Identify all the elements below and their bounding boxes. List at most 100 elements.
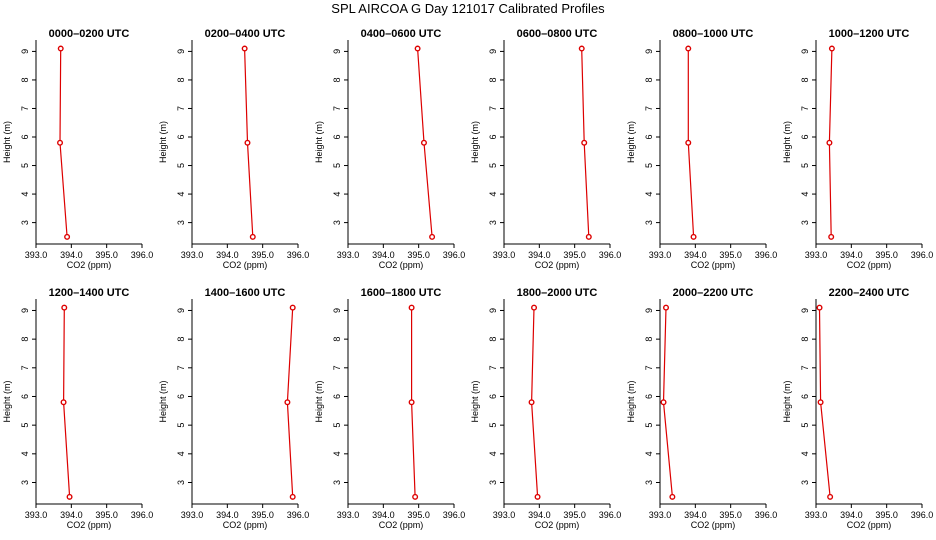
y-tick-label: 5 <box>332 163 342 168</box>
data-point <box>817 399 824 406</box>
data-point <box>412 493 419 500</box>
chart-panel: 2200–2400 UTC 393.0 394.0 395.0 396.0 3 4 5 6 7 8 9… <box>782 287 933 530</box>
data-point <box>57 139 64 146</box>
data-point <box>420 139 427 146</box>
y-tick-label: 9 <box>488 308 498 313</box>
x-tick-label: 395.0 <box>407 250 430 260</box>
chart-panel: 1000–1200 UTC 393.0 394.0 395.0 396.0 3 4 5 6 7 8 9… <box>782 28 933 270</box>
data-point <box>66 493 73 500</box>
y-tick-label: 6 <box>644 394 654 399</box>
data-point <box>531 304 538 311</box>
chart-panel: 0000–0200 UTC 393.0 394.0 395.0 396.0 3 4 5 6 7 8 9… <box>2 28 153 270</box>
data-point <box>284 399 291 406</box>
panel-title: 1600–1800 UTC <box>361 287 442 299</box>
y-tick-label: 7 <box>644 365 654 370</box>
y-tick-label: 4 <box>800 451 810 456</box>
x-axis-label: CO2 (ppm) <box>67 260 112 270</box>
y-tick-label: 5 <box>644 423 654 428</box>
y-tick-label: 6 <box>644 134 654 139</box>
data-point <box>534 493 541 500</box>
x-tick-label: 394.0 <box>60 510 83 520</box>
x-tick-label: 395.0 <box>563 510 586 520</box>
y-tick-label: 4 <box>800 192 810 197</box>
data-point <box>429 233 436 240</box>
x-tick-label: 394.0 <box>684 510 707 520</box>
x-axis-label: CO2 (ppm) <box>379 260 424 270</box>
data-point <box>663 304 670 311</box>
x-tick-label: 395.0 <box>719 250 742 260</box>
data-point <box>244 139 251 146</box>
y-tick-label: 3 <box>644 480 654 485</box>
data-point <box>60 399 67 406</box>
x-tick-label: 395.0 <box>95 250 118 260</box>
y-tick-label: 8 <box>20 77 30 82</box>
chart-panel: 2000–2200 UTC 393.0 394.0 395.0 396.0 3 4 5 6 7 8 9… <box>626 287 777 530</box>
x-tick-label: 396.0 <box>131 510 154 520</box>
y-tick-label: 6 <box>488 134 498 139</box>
chart-panel: 0800–1000 UTC 393.0 394.0 395.0 396.0 3 4 5 6 7 8 9… <box>626 28 777 270</box>
x-tick-label: 393.0 <box>805 250 828 260</box>
y-axis-label: Height (m) <box>470 121 480 163</box>
y-tick-label: 4 <box>20 451 30 456</box>
y-tick-label: 9 <box>488 49 498 54</box>
panel-title: 0600–0800 UTC <box>517 28 598 40</box>
x-axis-label: CO2 (ppm) <box>847 260 892 270</box>
data-point <box>826 139 833 146</box>
y-tick-label: 9 <box>644 49 654 54</box>
data-point <box>669 493 676 500</box>
data-point <box>289 304 296 311</box>
data-point <box>249 233 256 240</box>
y-tick-label: 3 <box>488 220 498 225</box>
y-tick-label: 3 <box>332 480 342 485</box>
y-tick-label: 4 <box>176 451 186 456</box>
x-tick-label: 393.0 <box>25 250 48 260</box>
y-tick-label: 6 <box>176 394 186 399</box>
chart-panel: 1800–2000 UTC 393.0 394.0 395.0 396.0 3 4 5 6 7 8 9… <box>470 287 621 530</box>
panel-title: 1400–1600 UTC <box>205 287 286 299</box>
y-tick-label: 6 <box>332 394 342 399</box>
y-tick-label: 6 <box>20 134 30 139</box>
data-point <box>57 45 64 52</box>
x-tick-label: 394.0 <box>684 250 707 260</box>
x-tick-label: 396.0 <box>443 510 466 520</box>
y-tick-label: 9 <box>644 308 654 313</box>
y-tick-label: 7 <box>644 106 654 111</box>
y-tick-label: 7 <box>800 365 810 370</box>
y-tick-label: 9 <box>176 49 186 54</box>
y-tick-label: 8 <box>332 337 342 342</box>
panel-title: 1200–1400 UTC <box>49 287 130 299</box>
y-tick-label: 7 <box>332 365 342 370</box>
panel-title: 0000–0200 UTC <box>49 28 130 40</box>
y-tick-label: 4 <box>644 451 654 456</box>
x-axis-label: CO2 (ppm) <box>223 520 268 530</box>
x-tick-label: 395.0 <box>563 250 586 260</box>
x-tick-label: 394.0 <box>372 510 395 520</box>
y-tick-label: 7 <box>176 106 186 111</box>
x-axis-label: CO2 (ppm) <box>535 260 580 270</box>
x-tick-label: 396.0 <box>911 510 934 520</box>
data-point <box>528 399 535 406</box>
x-tick-label: 394.0 <box>840 510 863 520</box>
y-tick-label: 3 <box>800 480 810 485</box>
y-tick-label: 3 <box>800 220 810 225</box>
data-point <box>660 399 667 406</box>
data-point <box>816 304 823 311</box>
y-axis-label: Height (m) <box>158 380 168 422</box>
y-tick-label: 3 <box>176 480 186 485</box>
x-tick-label: 396.0 <box>911 250 934 260</box>
y-tick-label: 8 <box>644 77 654 82</box>
x-tick-label: 393.0 <box>493 250 516 260</box>
x-tick-label: 395.0 <box>407 510 430 520</box>
panel-title: 1000–1200 UTC <box>829 28 910 40</box>
x-tick-label: 393.0 <box>25 510 48 520</box>
y-tick-label: 5 <box>644 163 654 168</box>
data-point <box>61 304 68 311</box>
data-point <box>690 233 697 240</box>
x-tick-label: 394.0 <box>528 250 551 260</box>
y-tick-label: 5 <box>332 423 342 428</box>
chart-panels: 0000–0200 UTC 393.0 394.0 395.0 396.0 3 4 5 6 7 8 9… <box>2 28 933 530</box>
x-axis-label: CO2 (ppm) <box>223 260 268 270</box>
chart-panel: 0200–0400 UTC 393.0 394.0 395.0 396.0 3 4 5 6 7 8 9… <box>158 28 309 270</box>
data-point <box>585 233 592 240</box>
